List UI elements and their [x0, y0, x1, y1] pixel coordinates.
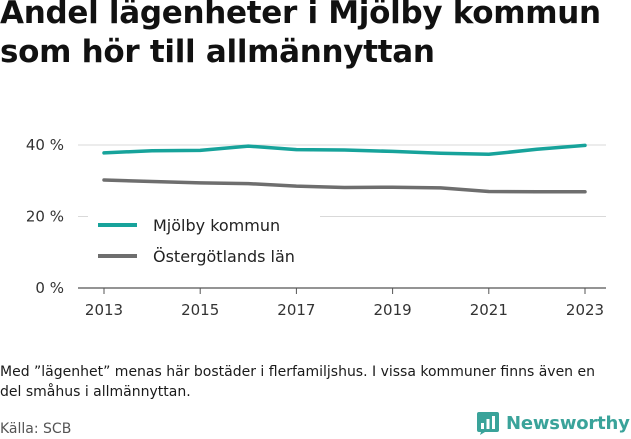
series-line-mjolby [102, 143, 587, 157]
series-lines [102, 143, 587, 194]
x-tick-label: 2023 [566, 301, 604, 319]
y-tick-label: 0 % [35, 279, 64, 297]
source-credit: Källa: SCB [0, 421, 72, 437]
legend-background [88, 210, 320, 274]
chart-title: Andel lägenheter i Mjölby kommun som hör… [0, 0, 601, 70]
x-tick-label: 2013 [85, 301, 123, 319]
x-tick-label: 2015 [181, 301, 219, 319]
legend-label: Mjölby kommun [153, 216, 280, 235]
y-tick-label: 40 % [26, 136, 64, 154]
y-tick-label: 20 % [26, 208, 64, 226]
x-tick-label: 2019 [374, 301, 412, 319]
legend: Mjölby kommun Östergötlands län [88, 210, 320, 274]
bar-chart-badge-icon [477, 412, 499, 435]
x-tick-label: 2021 [470, 301, 508, 319]
footnote: Med ”lägenhet” menas här bostäder i fler… [0, 364, 595, 400]
x-tick-label: 2017 [277, 301, 315, 319]
line-chart: 40 % 20 % 0 % 2013 2015 2017 2019 2021 2023 Mjö… [26, 136, 606, 319]
y-axis-ticks: 40 % 20 % 0 % [26, 136, 64, 297]
x-axis-ticks: 2013 2015 2017 2019 2021 2023 [85, 288, 604, 319]
series-line-ostergotland [102, 178, 587, 194]
newsworthy-logo: Newsworthy [476, 409, 630, 437]
legend-label: Östergötlands län [153, 247, 295, 266]
brand-name: Newsworthy [506, 412, 630, 434]
